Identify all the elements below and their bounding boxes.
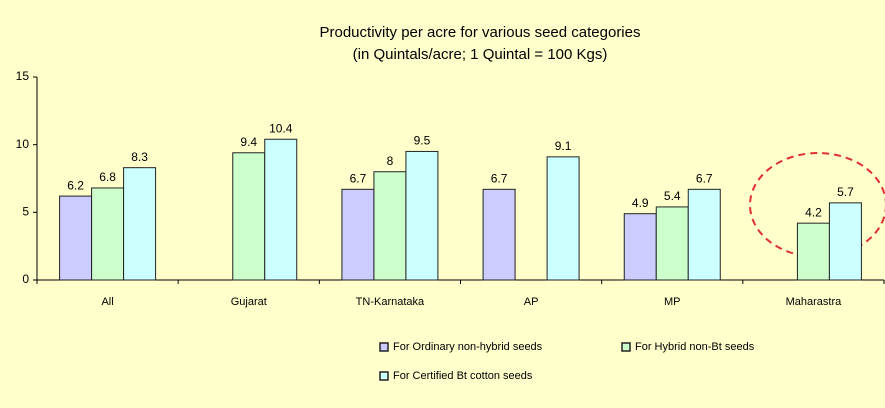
x-tick-label: TN-Karnataka [356,296,425,308]
bar [796,222,830,281]
x-tick-label: AP [524,296,539,308]
value-label: 6.7 [491,171,508,185]
value-label: 6.2 [67,178,84,192]
bar [623,213,657,281]
bar [687,188,721,281]
y-tick-label: 10 [16,137,30,151]
bar [828,202,862,281]
bar [341,188,375,281]
bar [232,152,266,281]
value-label: 6.8 [99,170,116,184]
value-label: 8 [387,154,394,168]
x-tick-label: Maharastra [786,296,843,308]
bar [482,188,516,281]
bar [405,150,439,281]
value-label: 5.7 [837,185,854,199]
bar [546,156,580,281]
y-tick-label: 5 [22,205,29,219]
legend-swatch [621,342,631,352]
x-tick-label: Gujarat [231,296,267,308]
value-label: 10.4 [269,121,293,135]
bar [123,167,157,281]
x-tick-label: MP [664,296,681,308]
value-label: 8.3 [131,150,148,164]
value-label: 9.1 [555,139,572,153]
legend-label: For Certified Bt cotton seeds [393,370,533,382]
chart-subtitle: (in Quintals/acre; 1 Quintal = 100 Kgs) [353,46,608,63]
bar [655,206,689,281]
value-label: 6.7 [696,171,713,185]
value-label: 4.9 [632,196,649,210]
value-label: 5.4 [664,189,681,203]
bar [373,171,407,281]
value-label: 4.2 [805,205,822,219]
x-tick-label: All [101,296,113,308]
value-label: 6.7 [350,171,367,185]
value-label: 9.4 [240,135,257,149]
legend-label: For Ordinary non-hybrid seeds [393,341,543,353]
y-tick-label: 15 [16,69,30,83]
legend-swatch [379,371,389,381]
value-label: 9.5 [414,134,431,148]
legend-label: For Hybrid non-Bt seeds [635,341,755,353]
y-tick-label: 0 [22,272,29,286]
bar [59,195,93,281]
legend-swatch [379,342,389,352]
chart-title: Productivity per acre for various seed c… [320,24,641,41]
bar [264,138,298,281]
bar [91,187,125,281]
